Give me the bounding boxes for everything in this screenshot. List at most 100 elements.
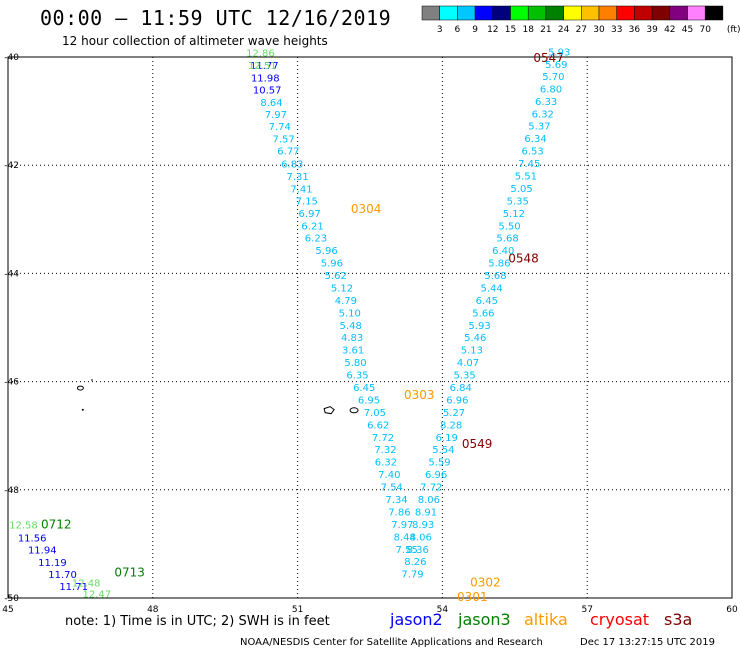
wave-height-label: 5.37 [528, 122, 550, 133]
x-tick-label: 51 [292, 605, 303, 615]
color-swatch [687, 5, 706, 21]
wave-height-label: 4.07 [457, 358, 479, 369]
x-tick-label: 48 [147, 605, 159, 615]
color-scale-label: 9 [472, 25, 478, 35]
wave-height-label: 8.93 [412, 520, 434, 531]
wave-height-label: 7.97 [265, 110, 287, 121]
wave-height-label: 7.57 [272, 135, 294, 146]
wave-height-label: 6.97 [299, 209, 321, 220]
wave-height-label: 7.45 [518, 159, 540, 170]
wave-height-label: 5.46 [464, 333, 486, 344]
y-tick-label: -44 [4, 269, 19, 279]
wave-height-label: 6.45 [476, 296, 498, 307]
wave-height-label: 6.53 [522, 147, 544, 158]
color-scale-label: 12 [487, 25, 498, 35]
satellite-legend-jason2: jason2 [389, 610, 443, 629]
x-tick-label: 54 [437, 605, 449, 615]
color-scale-label: 39 [646, 25, 658, 35]
wave-height-label: 5.35 [453, 371, 475, 382]
wave-height-label: 5.54 [432, 445, 454, 456]
color-swatch [527, 5, 547, 21]
wave-height-label: 10.57 [253, 85, 282, 96]
wave-height-label: 4.83 [341, 333, 363, 344]
pass-time-label: 0712 [41, 517, 72, 531]
wave-height-label: 8.64 [260, 98, 282, 109]
color-scale-label: 42 [664, 25, 675, 35]
wave-height-label: 6.84 [450, 383, 472, 394]
wave-height-label: 6.32 [532, 109, 554, 120]
wave-height-label: 11.70 [48, 570, 77, 581]
island-outline [76, 385, 84, 391]
wave-height-label: 5.86 [488, 259, 510, 270]
grid-lines [8, 57, 732, 598]
wave-height-label: 6.40 [492, 246, 514, 257]
wave-height-label: 7.74 [269, 122, 291, 133]
wave-height-label: 7.54 [381, 483, 403, 494]
color-swatch [598, 5, 617, 21]
wave-height-label: 6.33 [535, 97, 557, 108]
island-outline [349, 407, 359, 414]
y-tick-label: -42 [4, 161, 19, 171]
wave-height-label: 7.31 [286, 172, 308, 183]
wave-height-label: 6.96 [425, 470, 447, 481]
chart-title: 00:00 – 11:59 UTC 12/16/2019 [40, 6, 392, 30]
wave-height-label: 11.56 [18, 533, 47, 544]
y-tick-label: -40 [4, 53, 19, 63]
wave-height-label: 5.27 [443, 408, 465, 419]
wave-height-label: 6.95 [358, 395, 380, 406]
wave-height-label: 5.05 [510, 184, 532, 195]
footer-timestamp: Dec 17 13:27:15 UTC 2019 [580, 637, 715, 648]
wave-height-label: 5.35 [507, 196, 529, 207]
color-scale-label: 6 [455, 25, 461, 35]
wave-height-label: 6.45 [353, 383, 375, 394]
color-swatch [545, 5, 564, 21]
wave-height-label: 5.68 [484, 271, 506, 282]
wave-height-label: 5.66 [472, 308, 494, 319]
wave-height-label: 12.58 [9, 520, 38, 531]
wave-height-label: 5.12 [503, 209, 525, 220]
wave-height-label: 6.21 [301, 221, 323, 232]
wave-height-label: 7.40 [378, 470, 400, 481]
wave-height-label: 12.51 [248, 61, 277, 72]
color-scale-label: 21 [540, 25, 551, 35]
wave-height-label: 7.55 [396, 545, 418, 556]
wave-height-label: 11.71 [59, 582, 88, 593]
wave-height-label: 5.80 [344, 358, 366, 369]
pass-time-label: 0548 [508, 251, 539, 265]
x-tick-label: 60 [726, 605, 738, 615]
wave-height-label: 7.05 [364, 408, 386, 419]
color-scale-unit: (ft) [727, 25, 740, 35]
color-swatch [457, 5, 476, 21]
color-swatch [492, 5, 511, 21]
plot-border [7, 56, 733, 599]
wave-height-label: 4.79 [335, 296, 357, 307]
color-swatch [704, 5, 724, 21]
wave-height-label: 5.10 [339, 308, 361, 319]
color-swatch [510, 5, 529, 21]
wave-height-label: 7.86 [388, 507, 410, 518]
color-swatch [669, 5, 688, 21]
wave-height-label: 5.96 [315, 246, 337, 257]
axis-ticks: 45 48 51 54 57 60 -40 -42 -44 -46 -48 -50 [2, 53, 738, 615]
color-swatch [581, 5, 600, 21]
wave-height-label: 7.72 [420, 483, 442, 494]
y-tick-label: -50 [4, 594, 19, 604]
wave-height-label: 5.12 [331, 283, 353, 294]
wave-height-label: 7.79 [401, 570, 423, 581]
wave-height-label: 6.34 [524, 134, 546, 145]
color-scale-label: 33 [611, 25, 622, 35]
satellite-legend-altika: altika [524, 610, 568, 629]
wave-height-label: 5.96 [321, 259, 343, 270]
color-swatch [439, 5, 458, 21]
color-scale-label: 18 [522, 25, 534, 35]
wave-height-label: 7.15 [296, 196, 318, 207]
pass-time-label: 0713 [114, 566, 145, 580]
wave-height-label: 6.96 [446, 395, 468, 406]
wave-height-label: 5.59 [428, 458, 450, 469]
wave-height-label: 5.13 [461, 346, 483, 357]
color-swatch [651, 5, 671, 21]
wave-height-label: 7.34 [385, 495, 407, 506]
plot-area [7, 56, 733, 599]
